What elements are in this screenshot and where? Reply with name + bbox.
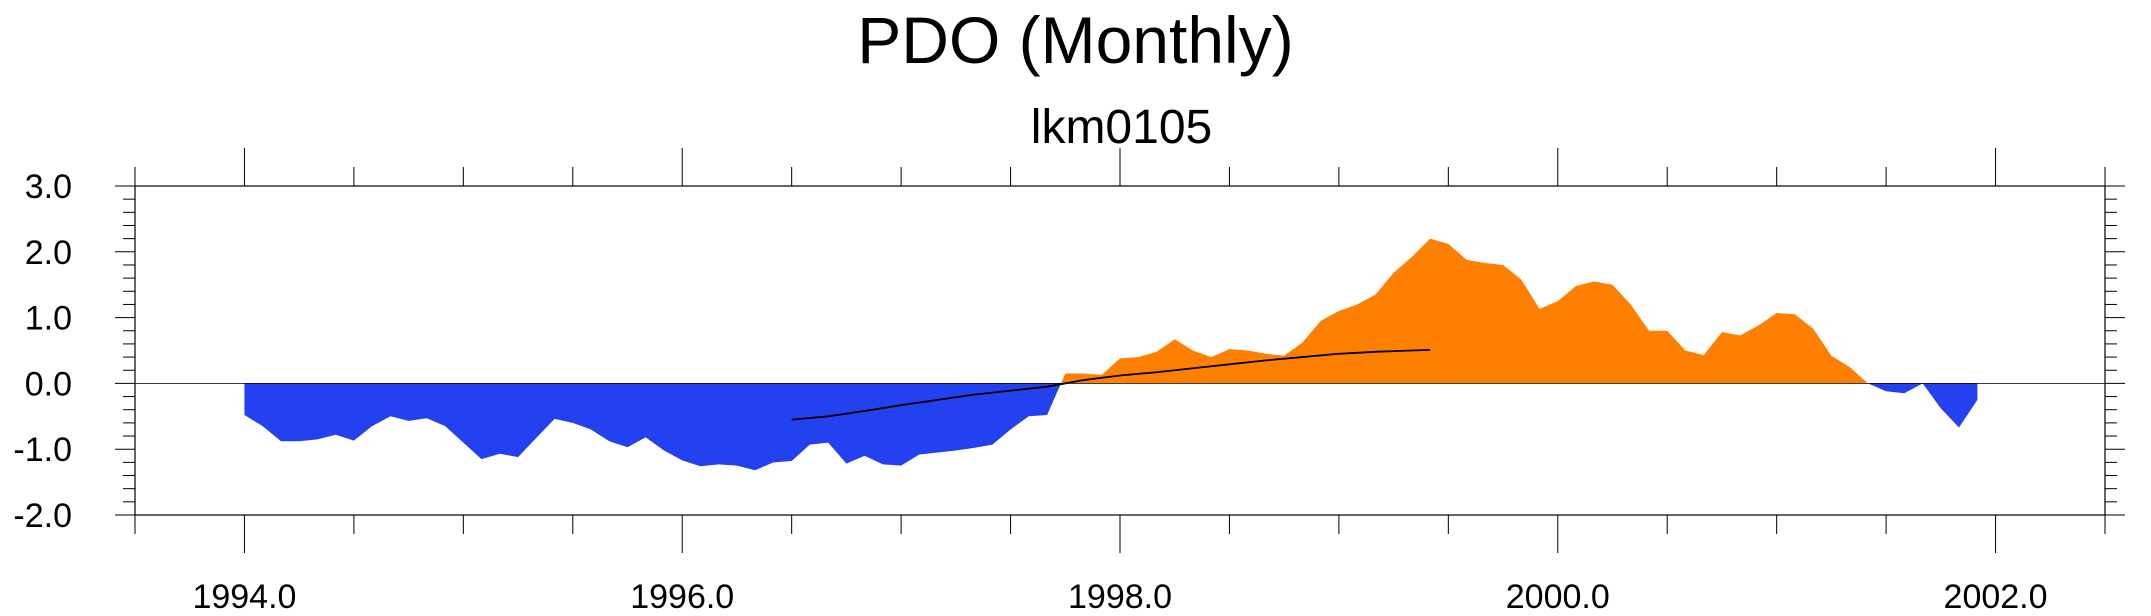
y-tick-label: 3.0: [25, 168, 72, 206]
y-tick-label: 2.0: [25, 234, 72, 272]
y-tick-label: -1.0: [13, 431, 72, 469]
fill-areas: [244, 238, 1978, 471]
chart-subtitle: lkm0105: [1030, 101, 1213, 154]
y-tick-label: 0.0: [25, 365, 72, 403]
x-tick-label: 2002.0: [1944, 578, 2048, 616]
y-tick-label: -2.0: [13, 497, 72, 535]
x-tick-label: 1994.0: [192, 578, 296, 616]
tick-labels: -2.0 -1.0 0.0 1.0 2.0 3.0 1994.0 1996.0 1998.0 20…: [13, 168, 2047, 616]
y-tick-label: 1.0: [25, 300, 72, 338]
x-tick-label: 1996.0: [630, 578, 734, 616]
x-tick-label: 1998.0: [1068, 578, 1172, 616]
negative-area-0: [244, 383, 1978, 471]
smoothed-lines: [791, 348, 1431, 421]
chart-title: PDO (Monthly): [857, 3, 1294, 77]
x-tick-label: 2000.0: [1506, 578, 1610, 616]
smoothed-line-0: [791, 348, 1431, 421]
positive-area-0: [244, 238, 1978, 384]
chart-axes: [115, 148, 2125, 553]
